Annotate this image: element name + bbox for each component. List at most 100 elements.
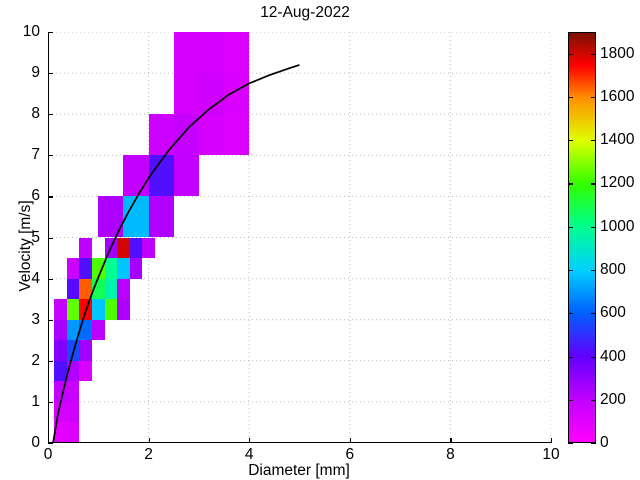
histogram-cell — [79, 319, 92, 341]
x-tick — [450, 438, 452, 443]
histogram-cell — [79, 258, 92, 279]
colorbar: 0 200 400 600 800 1000 1200 1400 1600 1800 — [568, 32, 634, 451]
histogram-cell — [54, 360, 67, 382]
y-tick-label: 10 — [22, 23, 40, 40]
histogram-cell — [104, 299, 118, 320]
terminal-velocity-curve — [52, 64, 300, 443]
histogram-cell — [224, 32, 250, 74]
colorbar-tick-label: 600 — [600, 304, 626, 322]
y-tick-label: 0 — [31, 434, 40, 451]
y-tick — [48, 32, 53, 34]
y-tick-label: 2 — [31, 351, 40, 369]
y-tick — [48, 443, 53, 445]
x-tick — [349, 438, 351, 443]
y-axis-title: Velocity [m/s] — [17, 200, 34, 292]
y-tick — [48, 401, 53, 404]
histogram-cell — [54, 319, 67, 341]
y-tick — [48, 196, 53, 198]
histogram-cell — [66, 401, 80, 423]
plot-area — [48, 32, 551, 443]
colorbar-tick — [591, 140, 596, 142]
x-axis-title: Diameter [mm] — [248, 462, 350, 479]
colorbar-tick — [591, 313, 596, 315]
histogram-cell — [66, 299, 80, 320]
colorbar-tick — [591, 53, 596, 55]
colorbar-tick — [568, 183, 573, 185]
colorbar-tick — [568, 399, 573, 401]
colorbar-tick-label: 400 — [600, 347, 626, 365]
colorbar-tick-label: 1600 — [600, 87, 635, 105]
colorbar-tick — [568, 356, 573, 358]
histogram-cell — [92, 319, 105, 341]
histogram-cell — [117, 258, 130, 279]
colorbar-tick — [591, 443, 596, 445]
chart-title: 12-Aug-2022 — [260, 4, 350, 21]
histogram-cell — [117, 237, 130, 259]
y-tick-label: 4 — [31, 269, 40, 287]
colorbar-tick — [591, 96, 596, 99]
histogram-cell — [224, 73, 250, 115]
histogram-cell — [104, 278, 118, 300]
histogram-cell — [92, 299, 105, 320]
histogram-cell — [54, 299, 67, 320]
colorbar-tick-label: 800 — [600, 260, 626, 278]
y-tick — [48, 155, 53, 157]
x-tick — [249, 438, 251, 443]
y-tick-label: 5 — [31, 228, 40, 246]
histogram-cell — [117, 299, 130, 320]
y-tick — [48, 73, 53, 75]
colorbar-tick-label: 1000 — [600, 217, 635, 235]
histogram-cell — [173, 73, 199, 115]
colorbar-tick — [568, 226, 573, 228]
grid-lines — [48, 32, 551, 443]
histogram-cell — [148, 196, 174, 238]
x-tick-label: 6 — [345, 446, 355, 463]
colorbar-tick-label: 200 — [600, 390, 626, 408]
y-tick-label: 6 — [31, 187, 40, 205]
y-tick — [48, 237, 53, 239]
histogram-cell — [79, 340, 92, 361]
x-tick-label: 8 — [446, 446, 455, 463]
histogram-cell — [173, 32, 199, 74]
x-tick-label: 4 — [244, 446, 254, 463]
histogram-cell — [142, 237, 155, 259]
histogram-cell — [92, 258, 105, 279]
y-tick-label: 7 — [31, 146, 40, 164]
colorbar-tick — [568, 53, 573, 55]
colorbar-tick-label: 1200 — [600, 174, 635, 192]
colorbar-tick — [568, 313, 573, 315]
y-tick — [48, 114, 53, 116]
y-tick — [48, 360, 53, 362]
x-tick — [148, 438, 150, 443]
y-tick-label: 3 — [31, 310, 40, 328]
x-tick-label: 0 — [43, 446, 53, 463]
colorbar-tick — [591, 226, 596, 228]
colorbar-gradient — [568, 32, 596, 443]
y-tick-label: 9 — [31, 64, 40, 82]
y-tick-label: 8 — [31, 105, 40, 123]
histogram-cell — [54, 422, 67, 443]
histogram-cell — [79, 237, 92, 259]
histogram-cell — [123, 155, 149, 197]
histogram-cell — [117, 278, 130, 300]
x-tick-label: 10 — [542, 446, 560, 463]
colorbar-tick — [568, 140, 573, 142]
colorbar-tick — [591, 356, 596, 358]
histogram-cell — [123, 196, 149, 238]
colorbar-tick — [568, 269, 573, 272]
histogram-cell — [198, 114, 225, 156]
y-tick — [48, 278, 53, 280]
histogram-cell — [66, 278, 80, 300]
histogram-cell — [129, 258, 143, 279]
histogram-cell — [79, 278, 92, 300]
colorbar-tick — [568, 96, 573, 99]
y-tick — [48, 319, 53, 321]
histogram-cell — [66, 422, 80, 443]
x-tick — [48, 438, 50, 443]
colorbar-tick — [568, 443, 573, 445]
colorbar-tick-label: 0 — [600, 434, 609, 451]
histogram-cell — [54, 340, 67, 361]
colorbar-tick-label: 1400 — [600, 131, 635, 149]
histogram-cell — [224, 114, 250, 156]
